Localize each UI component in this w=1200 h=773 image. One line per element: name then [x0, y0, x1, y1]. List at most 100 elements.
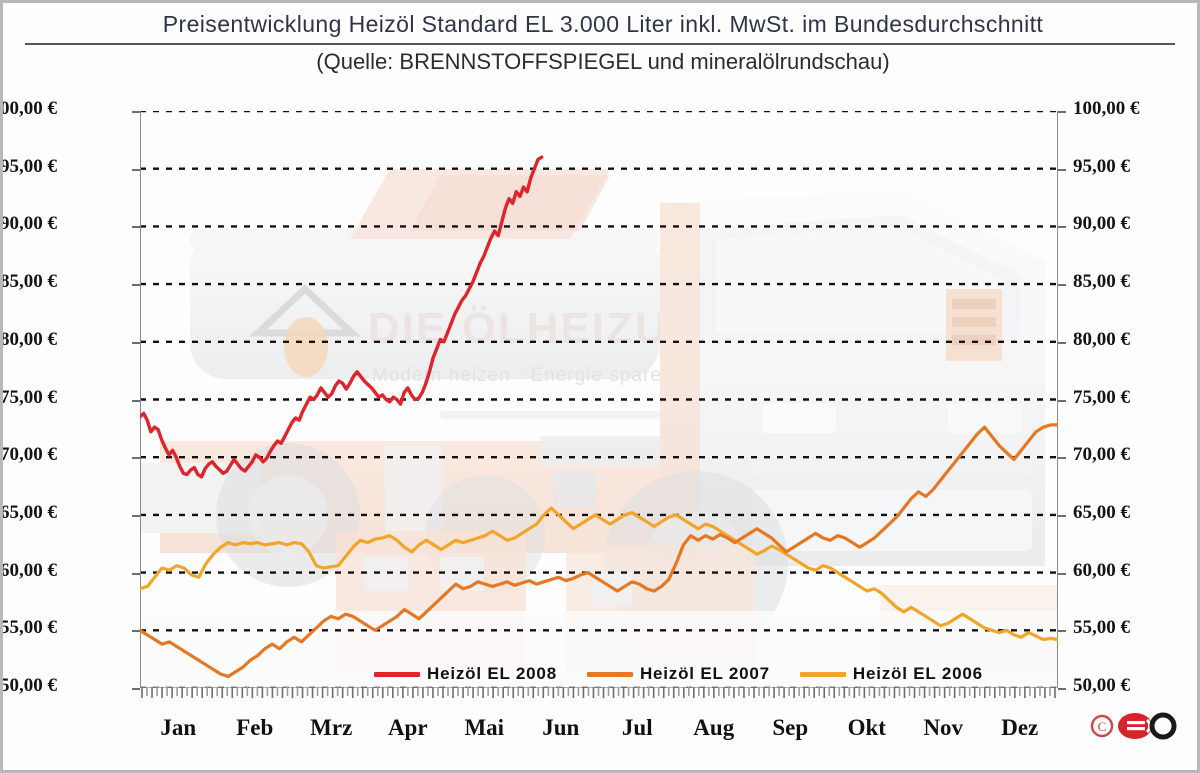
ruler-tick	[718, 687, 720, 696]
y-axis-tick-mark	[1058, 399, 1066, 402]
title-block: Preisentwicklung Heizöl Standard EL 3.00…	[3, 11, 1197, 38]
y-axis-tick-mark	[132, 572, 140, 575]
ruler-tick	[316, 687, 319, 696]
ruler-tick	[376, 687, 379, 696]
ruler-tick	[572, 687, 575, 698]
ruler-tick	[532, 687, 535, 698]
ruler-tick	[366, 687, 369, 696]
y-axis-tick-mark	[132, 630, 140, 633]
x-axis-tick-label: Mrz	[310, 715, 353, 740]
svg-text:C: C	[1098, 719, 1107, 734]
ruler-tick	[723, 687, 725, 698]
y-axis-tick-mark	[132, 284, 140, 287]
ruler-tick	[336, 687, 339, 696]
ruler-tick	[1009, 687, 1011, 696]
y-axis-tick-label-left: 50,00 €	[0, 675, 57, 696]
ruler-tick	[151, 687, 153, 698]
x-axis-tick-label: Apr	[387, 715, 428, 740]
title-underline	[25, 43, 1175, 45]
ruler-tick	[713, 687, 715, 698]
ruler-tick	[1004, 687, 1006, 698]
ruler-tick	[236, 687, 239, 696]
ruler-tick	[422, 687, 424, 698]
y-axis-tick-mark	[1058, 168, 1066, 171]
ruler-tick	[216, 687, 219, 696]
ruler-tick	[582, 687, 585, 698]
ruler-tick	[452, 687, 454, 698]
ruler-tick	[768, 687, 770, 696]
ruler-tick	[938, 687, 941, 696]
ruler-tick	[241, 687, 244, 698]
ruler-tick	[903, 687, 906, 698]
ruler-tick	[788, 687, 790, 696]
ruler-tick	[527, 687, 530, 696]
ruler-tick	[301, 687, 304, 698]
y-axis-tick-label-right: 50,00 €	[1073, 675, 1130, 696]
ruler-tick	[271, 687, 274, 698]
y-axis-tick-label-right: 60,00 €	[1073, 559, 1130, 581]
ruler-tick	[392, 687, 394, 698]
y-axis-tick-mark	[1058, 630, 1066, 633]
x-axis-tick-label: Mai	[464, 715, 505, 740]
ruler-tick	[687, 687, 690, 696]
y-axis-tick-mark	[132, 226, 140, 229]
ruler-tick	[191, 687, 193, 698]
ruler-tick	[1044, 687, 1046, 698]
ruler-tick	[988, 687, 991, 696]
ruler-tick	[918, 687, 921, 696]
ruler-tick	[1029, 687, 1031, 696]
ruler-tick	[361, 687, 364, 698]
ruler-tick	[246, 687, 249, 696]
ruler-tick	[933, 687, 936, 698]
ruler-tick	[853, 687, 856, 698]
ruler-tick	[637, 687, 640, 696]
ruler-tick	[417, 687, 419, 696]
ruler-tick	[577, 687, 580, 696]
ruler-tick	[662, 687, 665, 698]
x-axis-tick-label: Dez	[1001, 715, 1039, 740]
y-axis-tick-label-left: 65,00 €	[0, 501, 57, 523]
brand-logo[interactable]: C	[1089, 708, 1181, 742]
ruler-tick	[381, 687, 384, 698]
ruler-tick	[281, 687, 284, 698]
ruler-tick	[402, 687, 404, 698]
ruler-tick	[432, 687, 434, 698]
ruler-tick	[296, 687, 299, 696]
ruler-tick	[462, 687, 464, 698]
y-axis-tick-label-right: 65,00 €	[1073, 501, 1130, 523]
ruler-tick	[512, 687, 515, 698]
chart-legend: Heizöl EL 2008 Heizöl EL 2007 Heizöl EL …	[374, 664, 983, 684]
ruler-tick	[893, 687, 896, 698]
legend-item-2007[interactable]: Heizöl EL 2007	[586, 664, 770, 684]
ruler-tick	[557, 687, 560, 696]
y-axis-tick-label-left: 95,00 €	[0, 155, 57, 177]
ruler-tick	[898, 687, 901, 696]
ruler-tick	[1034, 687, 1036, 698]
y-axis-tick-mark	[1058, 514, 1066, 517]
y-axis-tick-label-left: 80,00 €	[0, 328, 57, 350]
ruler-tick	[407, 687, 409, 696]
ruler-tick	[542, 687, 545, 698]
ruler-tick	[783, 687, 785, 698]
legend-item-2008[interactable]: Heizöl EL 2008	[374, 664, 557, 684]
y-axis-tick-mark	[132, 399, 140, 402]
y-axis-tick-mark	[132, 111, 140, 113]
x-axis-tick-ruler	[141, 687, 1056, 698]
ruler-tick	[161, 687, 163, 698]
ruler-tick	[592, 687, 595, 698]
ruler-tick	[873, 687, 876, 698]
ruler-tick	[201, 687, 203, 698]
ruler-tick	[953, 687, 956, 698]
y-axis-tick-mark	[1058, 688, 1066, 690]
ruler-tick	[537, 687, 540, 696]
ruler-tick	[943, 687, 946, 698]
y-axis-tick-mark	[132, 341, 140, 344]
legend-item-2006[interactable]: Heizöl EL 2006	[799, 664, 983, 684]
ruler-tick	[657, 687, 660, 696]
ruler-tick	[351, 687, 354, 698]
ruler-tick	[843, 687, 846, 698]
ruler-tick	[1049, 687, 1051, 696]
ruler-tick	[497, 687, 499, 696]
ruler-tick	[171, 687, 173, 698]
ruler-tick	[708, 687, 710, 696]
